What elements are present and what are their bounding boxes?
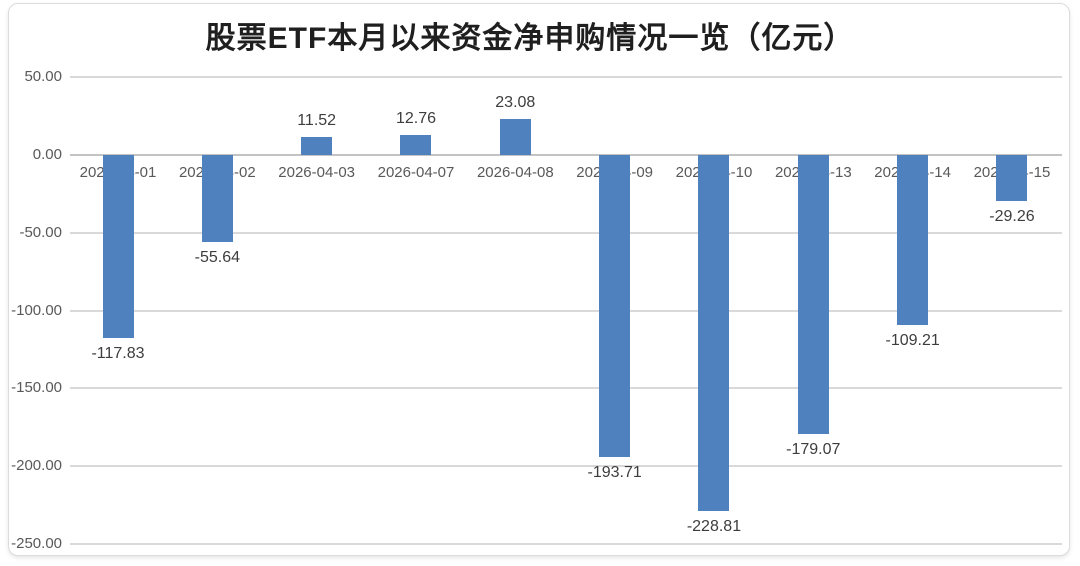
y-axis-tick-label: 50.00 [24, 68, 62, 86]
bar [599, 155, 631, 457]
gridline [70, 231, 1062, 234]
y-axis-tick-label: -200.00 [11, 457, 62, 475]
chart-card [8, 3, 1070, 556]
bar-value-label: -109.21 [885, 331, 940, 349]
bar [201, 155, 233, 242]
x-axis-date-label: 2026-04-08 [476, 164, 554, 181]
bar [301, 137, 333, 155]
zero-axis-line [70, 154, 1062, 156]
x-axis-date-label: 2026-04-07 [377, 164, 455, 181]
bar [400, 135, 432, 155]
y-axis-tick-label: -50.00 [19, 223, 62, 241]
bar-value-label: 23.08 [495, 94, 536, 112]
y-axis-tick-label: -100.00 [11, 301, 62, 319]
bar [797, 155, 829, 434]
bar-value-label: -55.64 [194, 248, 241, 266]
bar-value-label: 12.76 [395, 110, 436, 128]
bar [897, 155, 929, 325]
bar-value-label: -179.07 [786, 440, 841, 458]
y-axis-tick-label: -150.00 [11, 379, 62, 397]
bar [102, 155, 134, 339]
bar [499, 119, 531, 155]
gridline [70, 465, 1062, 468]
gridline [70, 76, 1062, 79]
chart-title: 股票ETF本月以来资金净申购情况一览（亿元） [205, 22, 855, 55]
bar-value-label: -193.71 [587, 463, 642, 481]
x-axis-date-label: 2026-04-03 [278, 164, 356, 181]
gridline [70, 309, 1062, 312]
y-axis-tick-label: 0.00 [32, 146, 62, 163]
gridline [70, 543, 1062, 546]
bar-value-label: -228.81 [686, 518, 742, 536]
bar-value-label: -117.83 [91, 345, 145, 363]
bar [698, 155, 730, 512]
gridline [70, 387, 1062, 390]
bar-value-label: -29.26 [989, 207, 1035, 225]
bar [996, 155, 1028, 201]
bar-value-label: 11.52 [297, 112, 337, 130]
y-axis-tick-label: -250.00 [11, 535, 62, 553]
